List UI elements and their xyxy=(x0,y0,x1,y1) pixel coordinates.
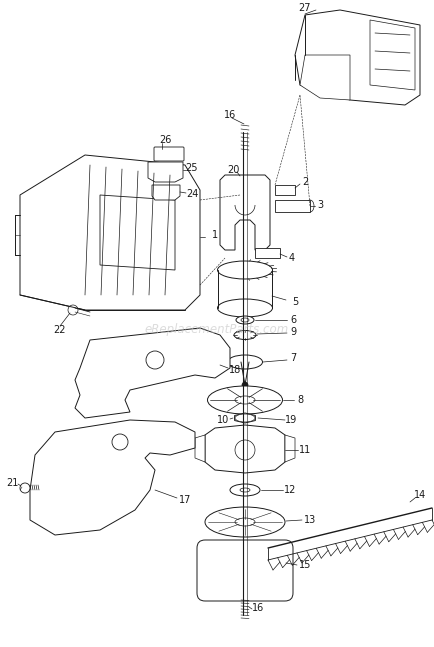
Circle shape xyxy=(112,434,128,450)
Ellipse shape xyxy=(236,316,253,324)
Polygon shape xyxy=(254,248,279,258)
Ellipse shape xyxy=(217,299,272,317)
Text: 2: 2 xyxy=(301,177,307,187)
Ellipse shape xyxy=(234,518,254,526)
Text: 24: 24 xyxy=(185,189,198,199)
Polygon shape xyxy=(75,328,230,418)
Polygon shape xyxy=(194,435,204,462)
Text: 16: 16 xyxy=(251,603,263,613)
FancyBboxPatch shape xyxy=(154,147,184,161)
Polygon shape xyxy=(100,195,174,270)
Text: 1: 1 xyxy=(211,230,217,240)
Polygon shape xyxy=(284,435,294,462)
Text: 11: 11 xyxy=(298,445,310,455)
Text: 21: 21 xyxy=(6,478,18,488)
Ellipse shape xyxy=(233,331,256,340)
Ellipse shape xyxy=(204,507,284,537)
Text: 12: 12 xyxy=(283,485,296,495)
Polygon shape xyxy=(204,425,284,473)
Text: 13: 13 xyxy=(303,515,316,525)
Polygon shape xyxy=(151,185,180,200)
Ellipse shape xyxy=(230,484,260,496)
Text: 16: 16 xyxy=(224,110,236,120)
Text: 27: 27 xyxy=(298,3,311,13)
Polygon shape xyxy=(294,10,419,105)
Text: 8: 8 xyxy=(296,395,302,405)
Polygon shape xyxy=(274,200,309,212)
Ellipse shape xyxy=(227,355,262,369)
Ellipse shape xyxy=(207,386,282,414)
Circle shape xyxy=(234,440,254,460)
Text: 25: 25 xyxy=(185,163,198,173)
Text: 20: 20 xyxy=(226,165,239,175)
Text: 5: 5 xyxy=(291,297,297,307)
Polygon shape xyxy=(299,55,349,100)
Polygon shape xyxy=(274,185,294,195)
Text: 3: 3 xyxy=(316,200,322,210)
Polygon shape xyxy=(369,20,414,90)
Ellipse shape xyxy=(234,396,254,404)
Text: 14: 14 xyxy=(413,490,425,500)
Polygon shape xyxy=(20,155,200,310)
Circle shape xyxy=(241,382,247,388)
Ellipse shape xyxy=(240,488,250,492)
Ellipse shape xyxy=(240,318,248,322)
Polygon shape xyxy=(30,420,194,535)
Text: 17: 17 xyxy=(178,495,191,505)
Circle shape xyxy=(20,483,30,493)
Text: 4: 4 xyxy=(288,253,294,263)
Text: 6: 6 xyxy=(289,315,296,325)
Polygon shape xyxy=(220,175,270,250)
Text: 10: 10 xyxy=(217,415,229,425)
Text: eReplacementParts.com: eReplacementParts.com xyxy=(145,324,289,336)
Polygon shape xyxy=(234,413,255,423)
Text: 9: 9 xyxy=(289,327,296,337)
Circle shape xyxy=(146,351,164,369)
FancyBboxPatch shape xyxy=(197,540,293,601)
Text: 22: 22 xyxy=(54,325,66,335)
Ellipse shape xyxy=(217,261,272,279)
Text: 19: 19 xyxy=(284,415,296,425)
Text: 7: 7 xyxy=(289,353,296,363)
Text: 26: 26 xyxy=(158,135,171,145)
Polygon shape xyxy=(148,162,183,182)
Ellipse shape xyxy=(305,200,313,212)
Text: 15: 15 xyxy=(298,560,310,570)
Text: 18: 18 xyxy=(228,365,240,375)
Ellipse shape xyxy=(234,414,254,422)
Circle shape xyxy=(68,305,78,315)
